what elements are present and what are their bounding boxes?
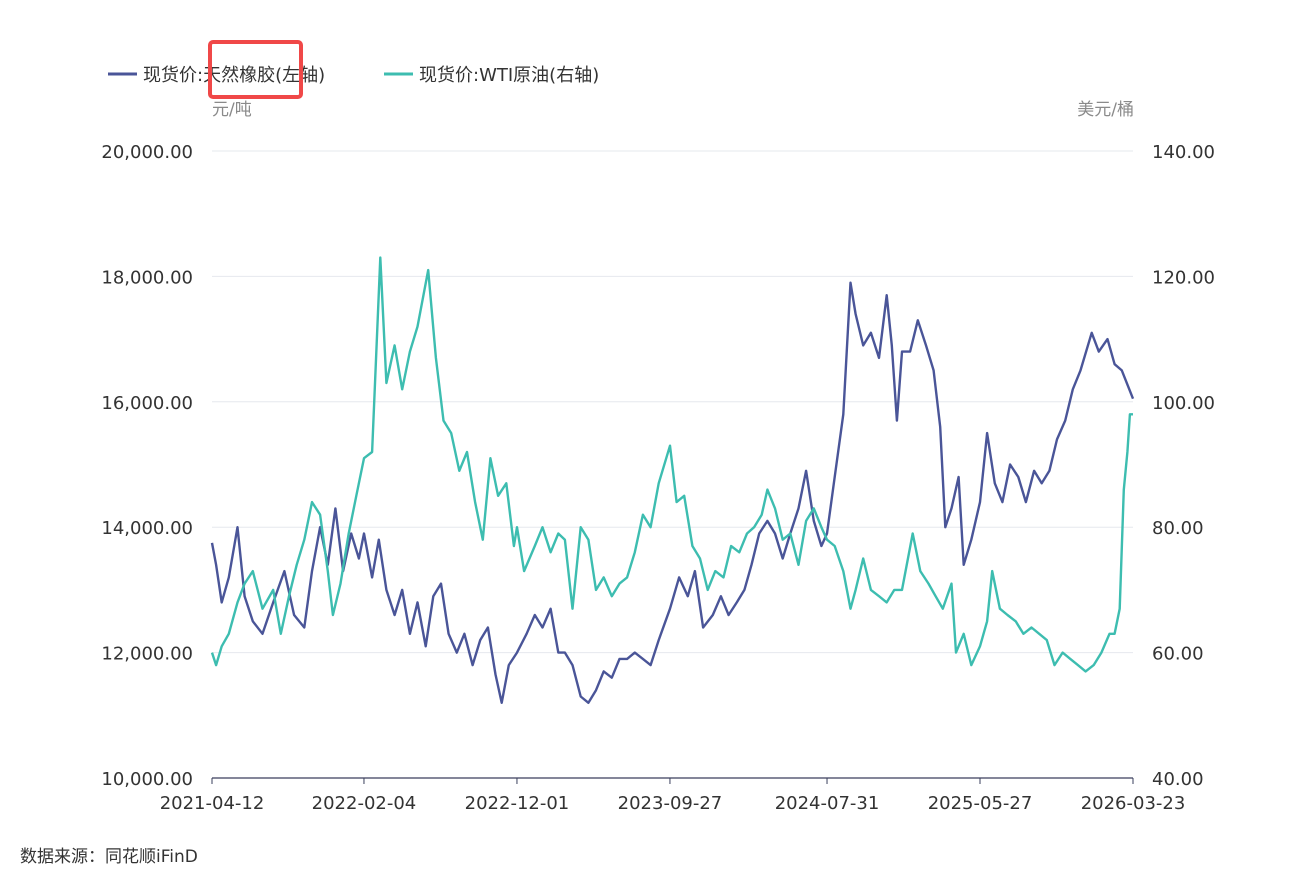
right-axis-tick-label: 60.00 bbox=[1152, 644, 1204, 665]
x-axis-tick-label: 2023-09-27 bbox=[618, 793, 723, 814]
left-axis-tick-label: 10,000.00 bbox=[101, 769, 193, 790]
left-axis-unit: 元/吨 bbox=[212, 100, 252, 120]
right-axis-tick-label: 40.00 bbox=[1152, 769, 1204, 790]
x-axis-tick-label: 2024-07-31 bbox=[775, 793, 880, 814]
legend: 现货价:天然橡胶(左轴) 现货价:WTI原油(右轴) bbox=[108, 40, 599, 99]
right-axis-tick-label: 80.00 bbox=[1152, 518, 1204, 539]
right-axis-ticks: 40.00 60.00 80.00 100.00 120.00 140.00 bbox=[1152, 142, 1215, 790]
x-axis-tick-label: 2025-05-27 bbox=[928, 793, 1033, 814]
right-axis-tick-label: 140.00 bbox=[1152, 142, 1215, 163]
legend-item-rubber[interactable]: 现货价:天然橡胶(左轴) bbox=[108, 65, 325, 86]
x-axis-tick-label: 2022-12-01 bbox=[465, 793, 570, 814]
x-axis-ticks: 2021-04-12 2022-02-04 2022-12-01 2023-09-27… bbox=[160, 778, 1186, 814]
series-line-rubber[interactable] bbox=[210, 281, 1135, 704]
legend-label-rubber: 现货价:天然橡胶(左轴) bbox=[143, 65, 325, 86]
right-axis-tick-label: 120.00 bbox=[1152, 267, 1215, 288]
right-axis-tick-label: 100.00 bbox=[1152, 393, 1215, 414]
series-line-wti[interactable] bbox=[210, 256, 1133, 673]
data-source-note: 数据来源：同花顺iFinD bbox=[20, 847, 198, 867]
legend-label-wti: 现货价:WTI原油(右轴) bbox=[419, 65, 599, 86]
left-axis-tick-label: 20,000.00 bbox=[101, 142, 193, 163]
left-axis-tick-label: 18,000.00 bbox=[101, 267, 193, 288]
gridlines bbox=[212, 150, 1133, 654]
left-axis-tick-label: 12,000.00 bbox=[101, 644, 193, 665]
legend-item-wti[interactable]: 现货价:WTI原油(右轴) bbox=[384, 65, 599, 86]
x-axis-tick-label: 2022-02-04 bbox=[312, 793, 417, 814]
left-axis-tick-label: 16,000.00 bbox=[101, 393, 193, 414]
left-axis-tick-label: 14,000.00 bbox=[101, 518, 193, 539]
left-axis-ticks: 10,000.00 12,000.00 14,000.00 16,000.00 18,0… bbox=[101, 142, 193, 790]
highlight-box bbox=[208, 40, 303, 99]
series-layer bbox=[210, 256, 1135, 704]
x-axis-tick-label: 2021-04-12 bbox=[160, 793, 265, 814]
right-axis-unit: 美元/桶 bbox=[1077, 100, 1134, 120]
x-axis-tick-label: 2026-03-23 bbox=[1081, 793, 1186, 814]
